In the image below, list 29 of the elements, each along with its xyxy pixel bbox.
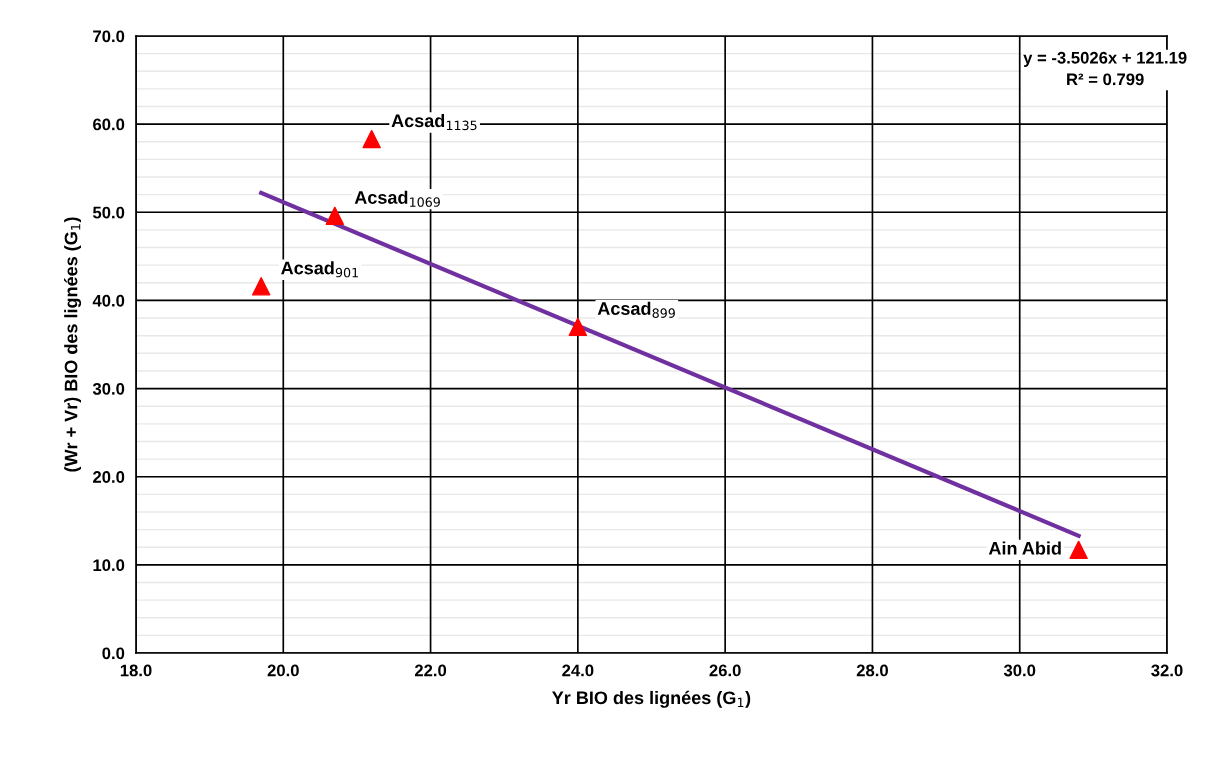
y-tick-label: 0.0: [102, 647, 125, 660]
point: [1069, 540, 1088, 560]
y-tick-label: 60.0: [93, 118, 125, 131]
x-tick-label: 28.0: [856, 664, 888, 677]
y-tick-label: 70.0: [93, 30, 125, 43]
point: [325, 206, 345, 226]
x-axis-title: Yr BIO des lignées (G$_{1}$): [552, 690, 751, 708]
y-tick-label: 40.0: [92, 294, 125, 307]
annotation: Acsad$_{901}$: [281, 261, 358, 278]
x-tick-label: 20.0: [267, 664, 299, 677]
y-axis-title: (Wr + Vr) BIO des lignées (G$_{1}$): [64, 217, 82, 472]
x-tick-label: 32.0: [1151, 664, 1183, 677]
annotation: Acsad$_{1135}$: [391, 113, 477, 131]
y-tick-label: 50.0: [92, 206, 125, 219]
y-tick-label: 10.0: [93, 559, 125, 572]
x-tick-label: 26.0: [709, 664, 741, 677]
point: [251, 277, 271, 296]
annotation: Ain Abid: [988, 541, 1061, 555]
x-tick-label: 22.0: [414, 664, 447, 677]
y-tick-label: 20.0: [93, 471, 125, 483]
annotation: Acsad$_{1069}$: [354, 190, 440, 207]
point: [362, 129, 381, 149]
point: [568, 317, 588, 337]
x-tick-label: 30.0: [1003, 664, 1036, 677]
x-tick-label: 18.0: [120, 664, 152, 677]
annotation: y = -3.5026x + 121.19 R² = 0.799: [1023, 51, 1187, 86]
y-tick-label: 30.0: [92, 382, 125, 395]
x-tick-label: 24.0: [562, 664, 594, 677]
annotation: Acsad$_{899}$: [597, 301, 675, 318]
